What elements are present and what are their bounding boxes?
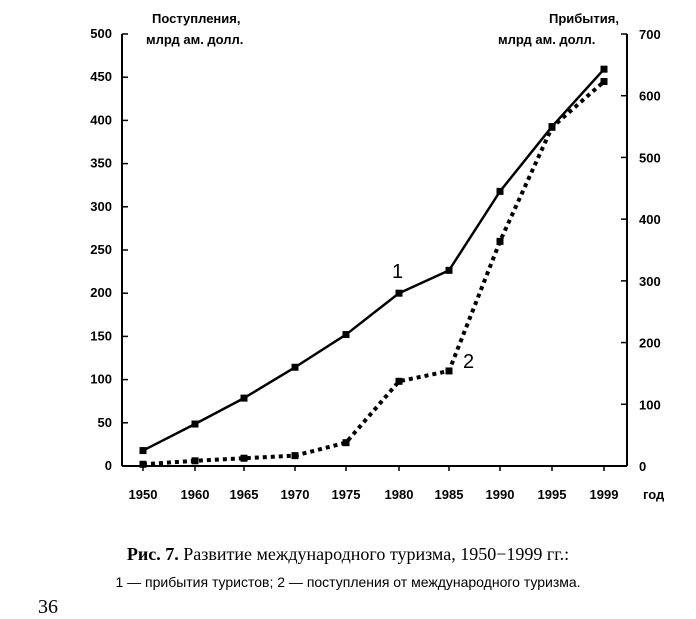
x-axis-ticks: 1950 1960 1965 1970 1975 1980 1985 1990 1995 1999 <box>129 466 619 502</box>
series-2-line <box>142 80 606 467</box>
series-1-point <box>496 187 504 195</box>
series-2-point <box>191 457 199 465</box>
series-2-point <box>395 377 403 385</box>
right-axis-title-line2: млрд ам. долл. <box>498 32 595 47</box>
x-tick-label: 1995 <box>538 487 567 502</box>
left-tick-label: 500 <box>90 26 112 41</box>
figure-caption: Рис. 7. Развитие международного туризма,… <box>0 544 696 565</box>
axes <box>121 34 628 467</box>
left-axis-ticks: 0 50 100 150 200 250 300 350 400 450 500 <box>90 26 128 473</box>
series-1-point <box>191 420 199 428</box>
figure-label: Рис. 7. <box>126 544 179 564</box>
right-axis-title-line1: Прибытия, <box>549 11 619 26</box>
x-axis-unit-label: год <box>643 487 665 502</box>
left-tick-label: 200 <box>90 285 112 300</box>
left-tick-label: 50 <box>98 415 112 430</box>
x-tick-label: 1999 <box>590 487 619 502</box>
series-2-point <box>291 452 299 460</box>
x-tick-label: 1980 <box>385 487 414 502</box>
left-tick-label: 250 <box>90 242 112 257</box>
series-1-point <box>600 65 608 73</box>
x-tick-label: 1975 <box>332 487 361 502</box>
series-2-point <box>139 460 147 468</box>
left-tick-label: 400 <box>90 112 112 127</box>
series-2-point <box>240 454 248 462</box>
x-tick-label: 1990 <box>486 487 515 502</box>
left-tick-label: 100 <box>90 372 112 387</box>
series-2-point <box>342 439 350 447</box>
series-1-point <box>139 447 147 455</box>
right-tick-label: 600 <box>639 89 661 104</box>
left-tick-label: 350 <box>90 156 112 171</box>
right-tick-label: 700 <box>639 27 661 42</box>
series-1-point <box>445 266 453 274</box>
left-tick-label: 300 <box>90 199 112 214</box>
right-tick-label: 100 <box>639 397 661 412</box>
series-1-point <box>291 363 299 371</box>
figure-title: Развитие международного туризма, 1950−19… <box>183 544 570 564</box>
right-tick-label: 300 <box>639 274 661 289</box>
right-tick-label: 400 <box>639 212 661 227</box>
right-tick-label: 0 <box>639 459 646 474</box>
series-1-point <box>395 289 403 297</box>
series-2-point <box>496 237 504 245</box>
right-tick-label: 500 <box>639 150 661 165</box>
series-1-line <box>142 68 605 452</box>
series-2-point <box>445 367 453 375</box>
series-1-label: 1 <box>392 261 403 283</box>
series-2-point <box>600 78 608 86</box>
left-tick-label: 0 <box>105 458 112 473</box>
x-tick-label: 1950 <box>129 487 158 502</box>
left-axis-title-line2: млрд ам. долл. <box>146 32 243 47</box>
page-number: 36 <box>38 596 58 618</box>
right-axis-ticks: 0 100 200 300 400 500 600 700 <box>621 27 661 474</box>
x-tick-label: 1985 <box>435 487 464 502</box>
x-tick-label: 1970 <box>281 487 310 502</box>
x-tick-label: 1960 <box>181 487 210 502</box>
series-1-point <box>342 331 350 339</box>
x-tick-label: 1965 <box>230 487 259 502</box>
series-layer <box>139 65 608 468</box>
series-2-label: 2 <box>463 351 474 373</box>
left-axis-title-line1: Поступления, <box>152 11 240 26</box>
left-tick-label: 450 <box>90 69 112 84</box>
figure-legend-text: 1 — прибытия туристов; 2 — поступления о… <box>115 574 581 590</box>
left-tick-label: 150 <box>90 328 112 343</box>
right-tick-label: 200 <box>639 336 661 351</box>
series-1-point <box>240 394 248 402</box>
series-2-point <box>548 123 556 131</box>
